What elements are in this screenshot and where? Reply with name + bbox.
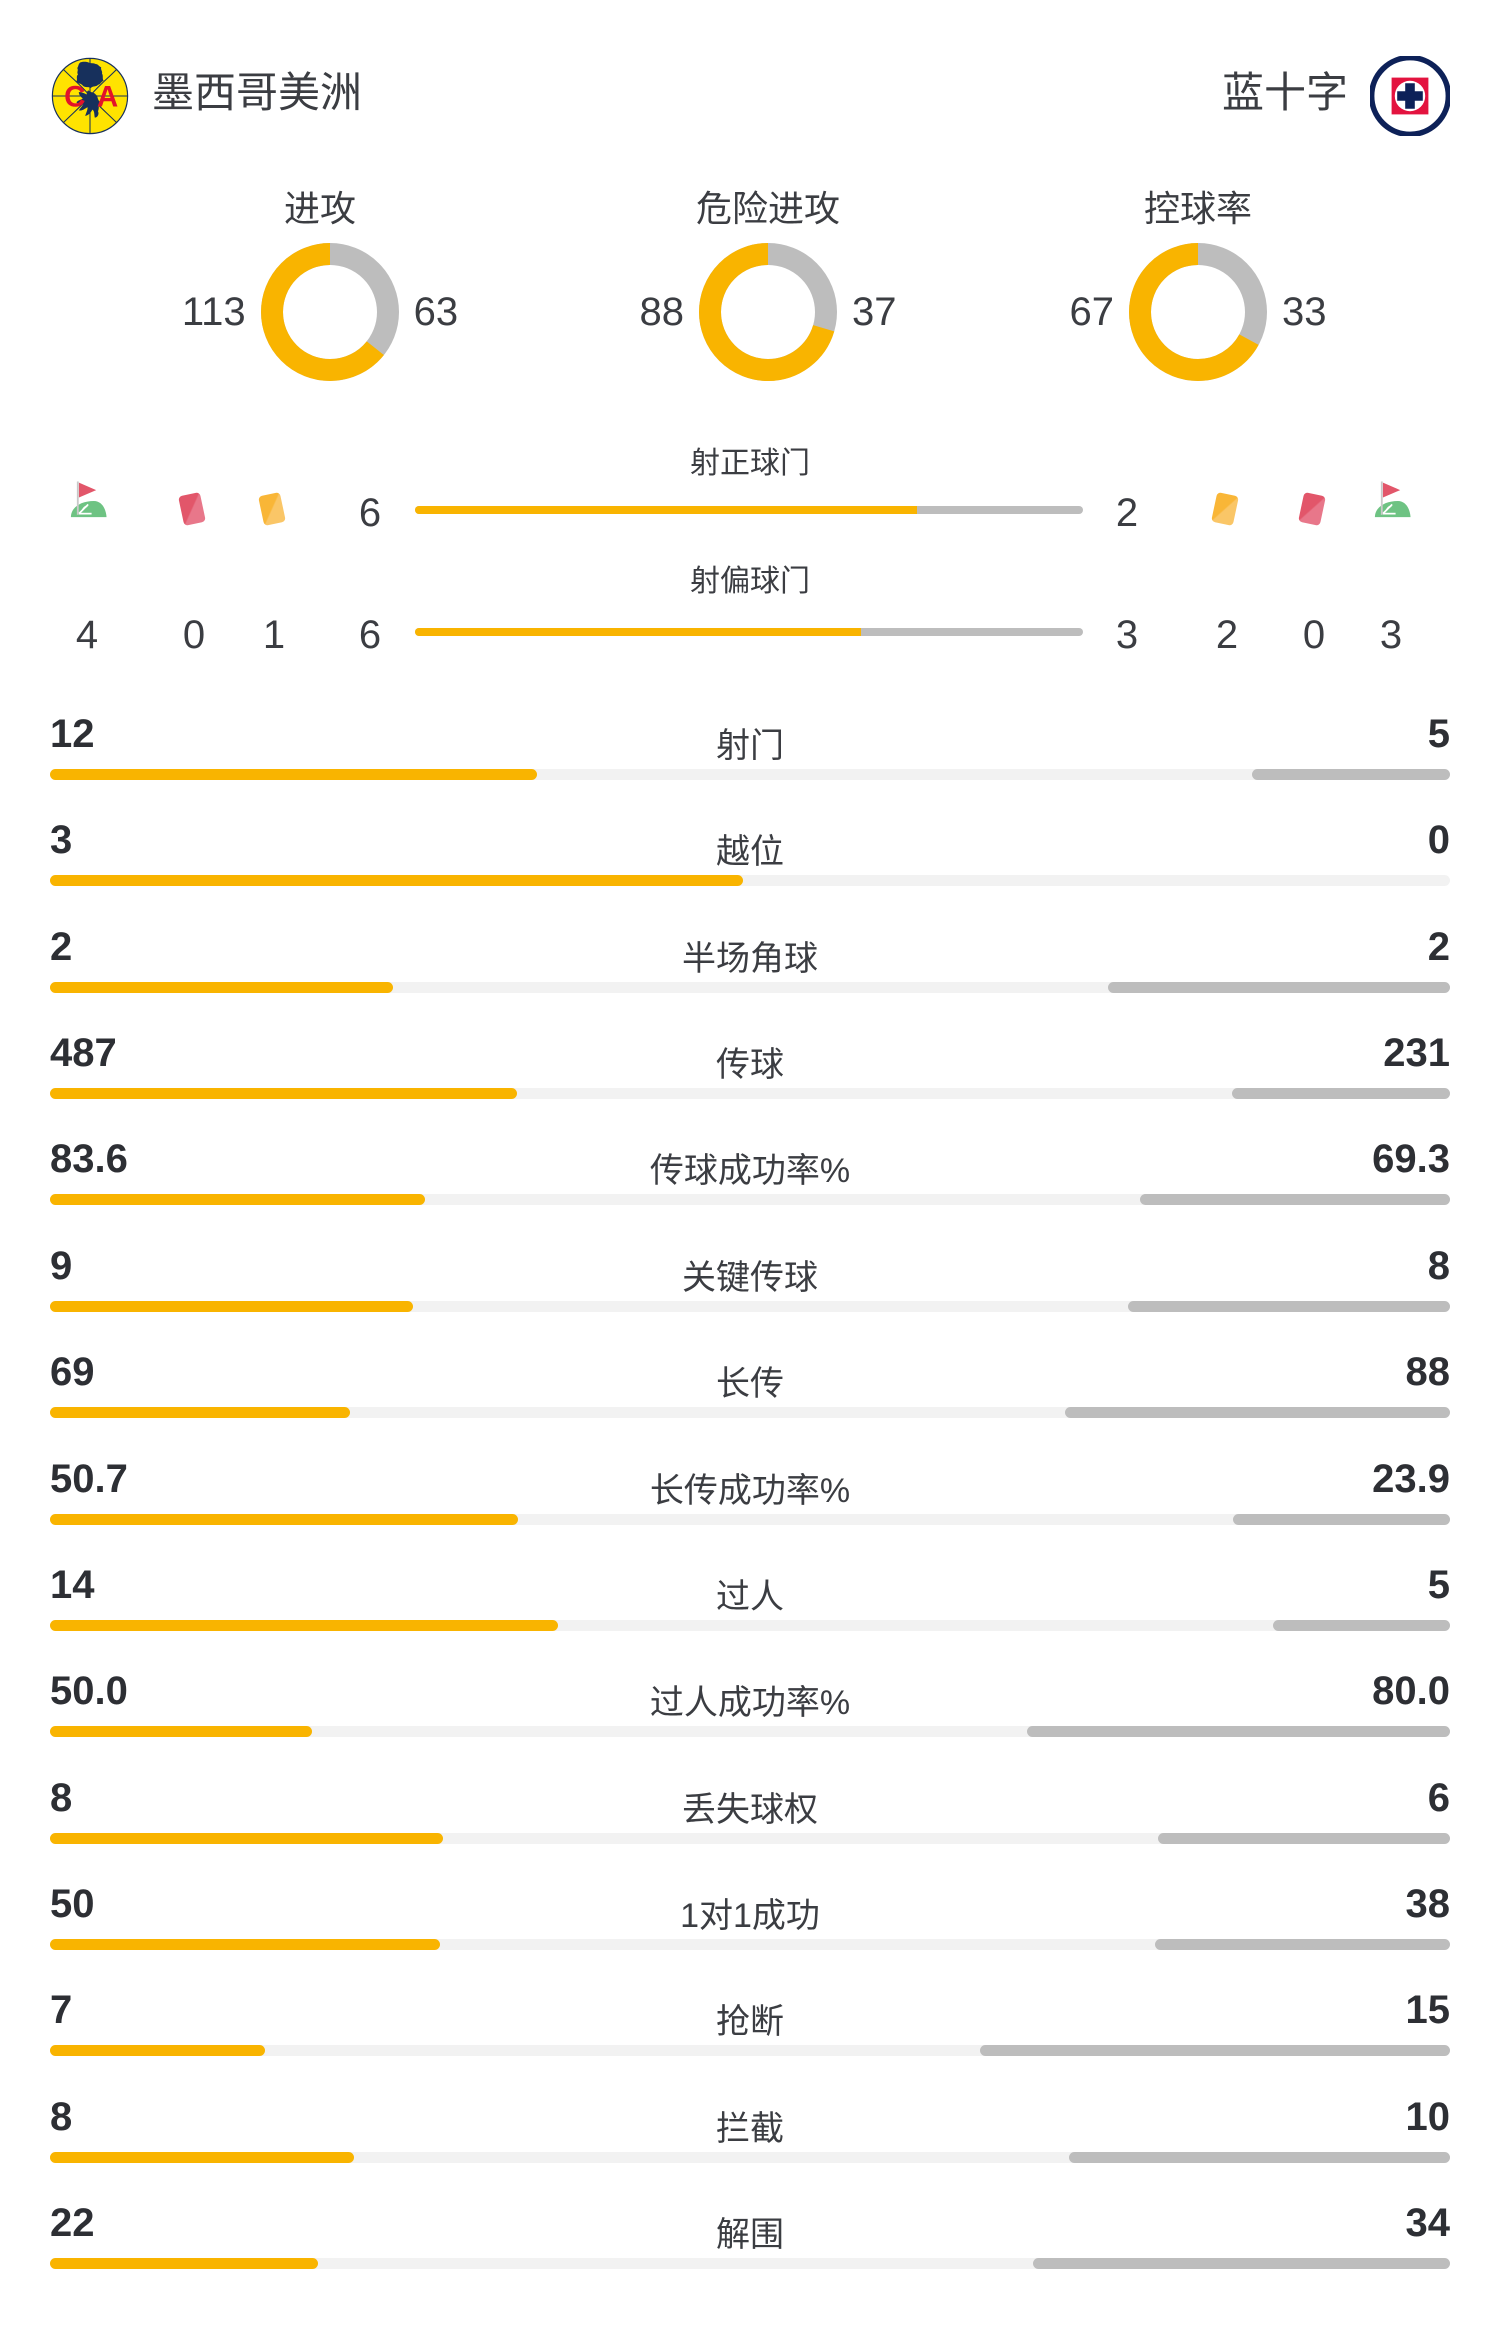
svg-text:C: C	[64, 80, 85, 113]
svg-text:A: A	[97, 80, 118, 113]
